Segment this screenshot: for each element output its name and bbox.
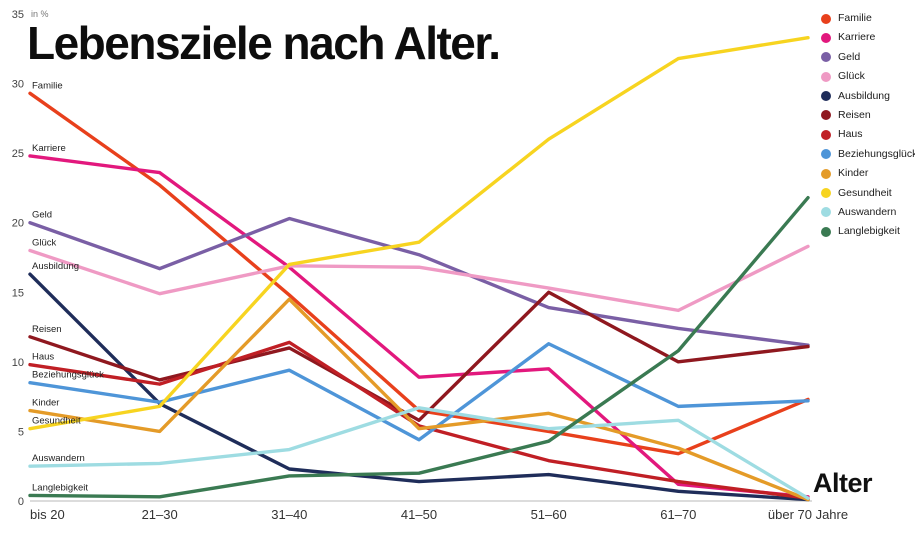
y-unit-label: in % [31, 9, 49, 19]
legend-swatch-icon [821, 52, 831, 63]
legend-label: Glück [838, 70, 865, 83]
legend-item-langlebigkeit: Langlebigkeit [821, 226, 915, 237]
legend-item-familie: Familie [821, 13, 915, 24]
series-start-label-reisen: Reisen [32, 324, 62, 335]
series-start-label-gesundheit: Gesundheit [32, 416, 81, 427]
legend-item-beziehungsgl-ck: Beziehungsglück [821, 147, 915, 160]
legend-swatch-icon [821, 207, 831, 218]
legend-swatch-icon [821, 71, 831, 82]
legend-label: Gesundheit [838, 186, 892, 199]
legend-swatch-icon [821, 91, 831, 102]
y-tick-label: 5 [18, 426, 24, 438]
series-start-label-gl-ck: Glück [32, 238, 57, 249]
legend-item-geld: Geld [821, 50, 915, 63]
series-start-label-geld: Geld [32, 210, 52, 221]
legend-label: Reisen [838, 108, 871, 121]
series-line-geld [28, 216, 810, 347]
series-start-label-kinder: Kinder [32, 398, 59, 409]
y-tick-label: 0 [18, 496, 24, 508]
legend-swatch-icon [821, 226, 831, 237]
series-line-familie [28, 91, 810, 456]
legend: Familie Karriere Geld Glück Ausbildung Reisen… [821, 13, 915, 237]
legend-swatch-icon [821, 110, 831, 121]
x-axis-title: Alter [813, 468, 873, 498]
series-start-label-haus: Haus [32, 352, 54, 363]
legend-label: Familie [838, 12, 872, 24]
series-start-label-karriere: Karriere [32, 143, 66, 154]
series-line-beziehungsgl-ck [28, 342, 810, 442]
series-start-label-beziehungsgl-ck: Beziehungsglück [32, 370, 104, 381]
y-tick-label: 15 [12, 287, 24, 299]
legend-label: Haus [838, 128, 863, 141]
legend-label: Karriere [838, 31, 876, 44]
legend-swatch-icon [821, 188, 831, 199]
series-start-label-auswandern: Auswandern [32, 453, 85, 464]
series-line-karriere [28, 154, 810, 499]
legend-item-gesundheit: Gesundheit [821, 186, 915, 199]
legend-item-reisen: Reisen [821, 108, 915, 121]
legend-item-karriere: Karriere [821, 32, 915, 43]
legend-label: Kinder [838, 167, 869, 180]
legend-swatch-icon [821, 168, 831, 179]
y-tick-label: 20 [12, 218, 24, 230]
series-line-gesundheit [28, 35, 810, 431]
y-tick-label: 10 [12, 357, 24, 369]
x-tick-label: 31–40 [271, 507, 307, 522]
legend-swatch-icon [821, 149, 831, 160]
legend-item-ausbildung: Ausbildung [821, 89, 915, 102]
legend-label: Langlebigkeit [838, 225, 900, 238]
legend-item-kinder: Kinder [821, 168, 915, 179]
series-line-auswandern [28, 406, 810, 500]
x-tick-label: über 70 Jahre [768, 507, 848, 522]
legend-swatch-icon [821, 13, 831, 24]
series-line-ausbildung [28, 272, 810, 502]
series-line-langlebigkeit [28, 195, 810, 499]
legend-swatch-icon [821, 129, 831, 140]
series-line-gl-ck [28, 244, 810, 313]
x-tick-label: 41–50 [401, 507, 437, 522]
series-line-kinder [28, 297, 810, 502]
series-start-label-langlebigkeit: Langlebigkeit [32, 482, 88, 493]
legend-swatch-icon [821, 32, 831, 43]
y-tick-label: 25 [12, 148, 24, 160]
legend-label: Geld [838, 50, 861, 63]
legend-label: Beziehungsglück [838, 147, 915, 160]
series-line-haus [28, 340, 810, 500]
x-tick-label: 51–60 [531, 507, 567, 522]
legend-item-gl-ck: Glück [821, 71, 915, 82]
legend-label: Auswandern [838, 205, 897, 218]
series-start-label-familie: Familie [32, 80, 63, 91]
series-start-label-ausbildung: Ausbildung [32, 261, 79, 272]
legend-item-haus: Haus [821, 129, 915, 140]
legend-item-auswandern: Auswandern [821, 205, 915, 218]
x-tick-label: 61–70 [660, 507, 696, 522]
x-tick-label: bis 20 [30, 507, 65, 522]
y-tick-label: 30 [12, 79, 24, 91]
y-tick-label: 35 [12, 9, 24, 21]
legend-label: Ausbildung [838, 89, 890, 102]
x-tick-label: 21–30 [142, 507, 178, 522]
series-line-reisen [28, 290, 810, 422]
chart-title: Lebensziele nach Alter. [27, 17, 501, 69]
